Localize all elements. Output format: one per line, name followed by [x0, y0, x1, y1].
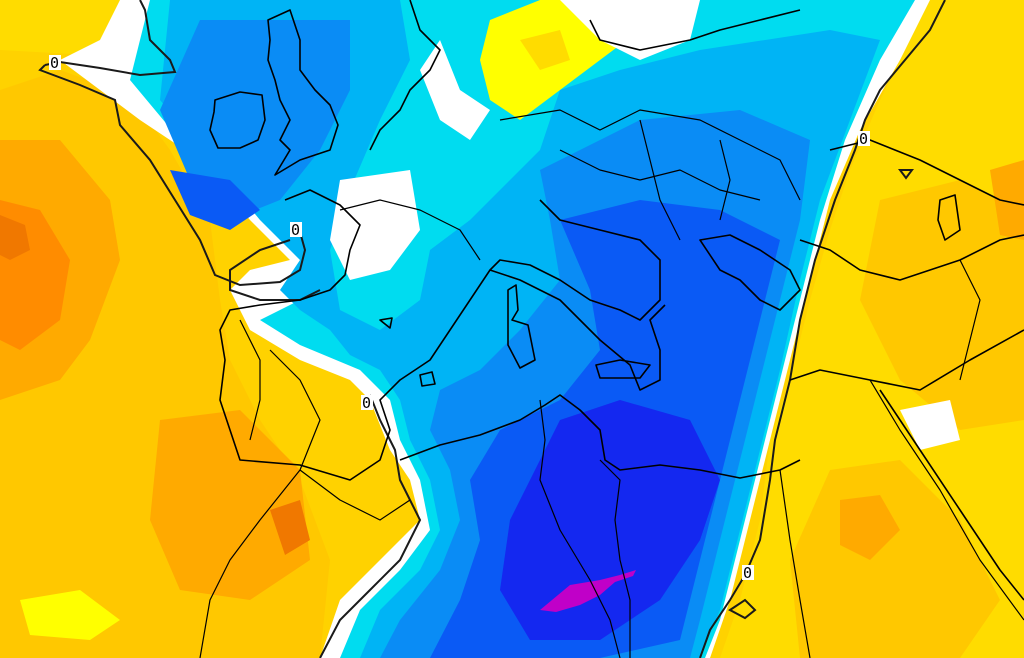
contour-label-0: 0 — [859, 130, 868, 148]
contour-label-0: 0 — [362, 394, 371, 412]
central-europe-warm-patch — [330, 0, 700, 280]
eastern-warm-anomaly — [720, 0, 1024, 658]
contour-labels: 0 0 0 0 0 — [49, 54, 870, 582]
coastlines — [209, 0, 1024, 601]
contour-label-0: 0 — [50, 54, 59, 72]
contour-label-0: 0 — [291, 221, 300, 239]
contour-label-0: 0 — [743, 564, 752, 582]
central-cold-anomaly — [60, 0, 930, 658]
country-borders — [199, 109, 1024, 658]
minimum-anomaly-spot — [540, 570, 636, 612]
